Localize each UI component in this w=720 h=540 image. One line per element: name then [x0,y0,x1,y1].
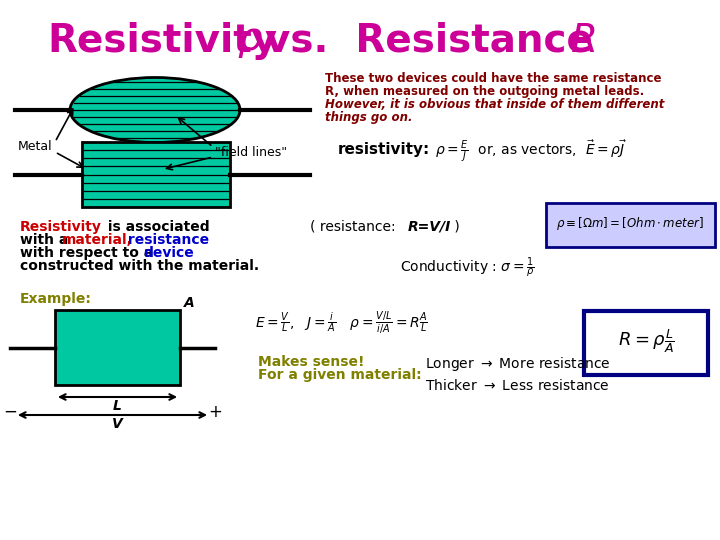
Text: R=V/I: R=V/I [408,220,451,234]
Text: +: + [208,403,222,421]
Text: ( resistance:: ( resistance: [310,220,400,234]
Text: with respect to a: with respect to a [20,246,158,260]
Text: Makes sense!: Makes sense! [258,355,364,369]
Text: V: V [112,417,123,431]
Text: $E = \frac{V}{L}$,   $J = \frac{i}{A}$   $\rho = \frac{V/L}{i/A} = R\frac{A}{L}$: $E = \frac{V}{L}$, $J = \frac{i}{A}$ $\r… [255,310,428,337]
Text: resistance: resistance [123,233,209,247]
FancyBboxPatch shape [584,311,708,375]
Text: things go on.: things go on. [325,111,413,124]
Text: $R$: $R$ [570,22,595,60]
Text: material,: material, [62,233,133,247]
Text: Conductivity : $\sigma = \frac{1}{\rho}$: Conductivity : $\sigma = \frac{1}{\rho}$ [400,255,535,280]
Text: $\rho$: $\rho$ [237,22,264,60]
Text: Example:: Example: [20,292,92,306]
Text: $\rho \equiv [\Omega m] = [Ohm\cdot meter]$: $\rho \equiv [\Omega m] = [Ohm\cdot mete… [556,214,704,232]
Text: Metal: Metal [18,140,53,153]
Text: R, when measured on the outgoing metal leads.: R, when measured on the outgoing metal l… [325,85,644,98]
Text: Longer $\rightarrow$ More resistance: Longer $\rightarrow$ More resistance [425,355,611,373]
Text: is associated: is associated [103,220,210,234]
Text: These two devices could have the same resistance: These two devices could have the same re… [325,72,662,85]
Text: −: − [3,403,17,421]
Text: For a given material:: For a given material: [258,368,422,382]
Text: A: A [184,296,194,310]
FancyBboxPatch shape [546,203,715,247]
Text: ): ) [450,220,460,234]
Text: $R = \rho\frac{L}{A}$: $R = \rho\frac{L}{A}$ [618,327,675,355]
Text: resistivity:: resistivity: [338,142,431,157]
Text: L: L [113,399,122,413]
Text: $\rho = \frac{E}{J}$  or, as vectors,  $\vec{E} = \rho\vec{J}$: $\rho = \frac{E}{J}$ or, as vectors, $\v… [435,139,627,164]
Bar [55,310,180,385]
Text: Resistivity: Resistivity [47,22,277,60]
Text: constructed with the material.: constructed with the material. [20,259,259,273]
Text: However, it is obvious that inside of them different: However, it is obvious that inside of th… [325,98,665,111]
Ellipse shape [70,78,240,143]
Text: with a: with a [20,233,73,247]
Text: Resistivity: Resistivity [20,220,102,234]
Text: device: device [143,246,194,260]
Text: "field lines": "field lines" [215,145,287,159]
Text: vs.  Resistance: vs. Resistance [265,22,593,60]
Bar [82,142,230,207]
Text: Thicker $\rightarrow$ Less resistance: Thicker $\rightarrow$ Less resistance [425,378,610,393]
